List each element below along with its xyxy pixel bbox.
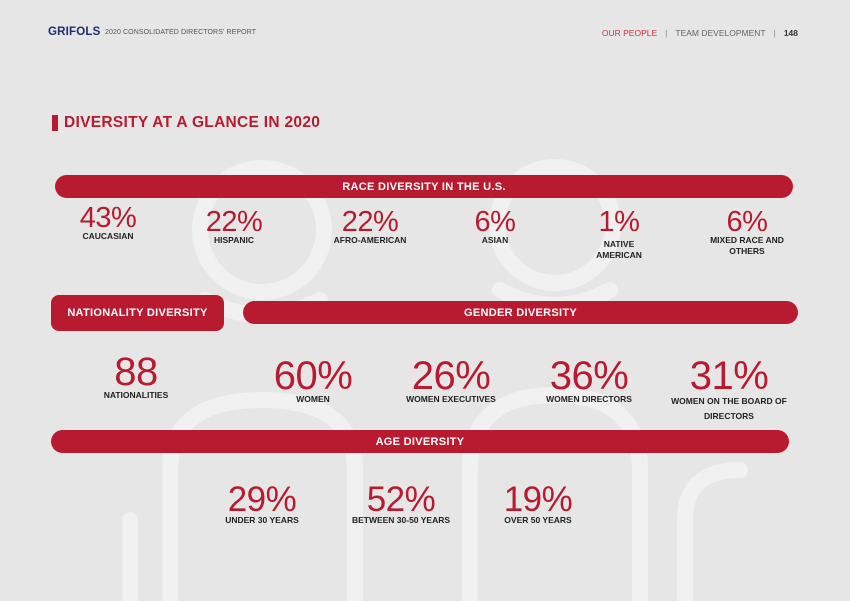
stat-value: 22%: [205, 206, 263, 238]
stat-value: 6%: [474, 206, 516, 238]
stat-women: 60% WOMEN: [258, 356, 368, 405]
stat-value: 26%: [411, 354, 491, 398]
stat-label: NATIVE AMERICAN: [596, 239, 642, 260]
stat-value: 29%: [227, 480, 297, 519]
stat-hispanic: 22% HISPANIC: [194, 208, 274, 246]
report-title: 2020 CONSOLIDATED DIRECTORS' REPORT: [105, 29, 257, 36]
stat-women-directors: 36% WOMEN DIRECTORS: [534, 356, 644, 405]
stat-label: ASIAN: [481, 235, 509, 245]
stat-value: 36%: [549, 354, 629, 398]
stat-value: 88: [114, 350, 158, 394]
stat-women-board: 31% WOMEN ON THE BOARD OF DIRECTORS: [664, 356, 794, 424]
stat-under-30: 29% UNDER 30 YEARS: [212, 482, 312, 526]
stat-women-executives: 26% WOMEN EXECUTIVES: [396, 356, 506, 405]
gender-diversity-heading: GENDER DIVERSITY: [243, 301, 798, 324]
race-diversity-heading: RACE DIVERSITY IN THE U.S.: [55, 175, 793, 198]
stat-native-american: 1% NATIVE AMERICAN: [583, 208, 655, 261]
stat-value: 60%: [273, 354, 353, 398]
stat-value: 6%: [726, 206, 768, 238]
stat-value: 52%: [366, 480, 436, 519]
stat-label: WOMEN EXECUTIVES: [406, 394, 496, 404]
page-title: DIVERSITY AT A GLANCE IN 2020: [52, 114, 320, 132]
breadcrumb-separator: |: [773, 28, 776, 38]
stat-value: 43%: [79, 202, 137, 234]
stat-label: WOMEN ON THE BOARD OF DIRECTORS: [671, 396, 787, 421]
stat-mixed-race: 6% MIXED RACE AND OTHERS: [700, 208, 794, 257]
stat-value: 19%: [503, 480, 573, 519]
stat-afro-american: 22% AFRO-AMERICAN: [322, 208, 418, 246]
page-title-text: DIVERSITY AT A GLANCE IN 2020: [64, 114, 321, 131]
stat-caucasian: 43% CAUCASIAN: [68, 204, 148, 242]
stat-value: 22%: [341, 206, 399, 238]
stat-label: MIXED RACE AND OTHERS: [710, 235, 784, 256]
stat-label: AFRO-AMERICAN: [333, 235, 407, 245]
breadcrumb: OUR PEOPLE | TEAM DEVELOPMENT | 148: [602, 28, 798, 38]
stat-label: OVER 50 YEARS: [504, 515, 572, 525]
page-number: 148: [783, 28, 798, 38]
stat-value: 1%: [598, 206, 640, 238]
stat-label: WOMEN: [296, 394, 330, 404]
breadcrumb-team-development[interactable]: TEAM DEVELOPMENT: [675, 28, 766, 38]
stat-label: CAUCASIAN: [82, 231, 134, 241]
stat-label: WOMEN DIRECTORS: [546, 394, 632, 404]
stat-label: NATIONALITIES: [103, 390, 169, 400]
grifols-logo: GRIFOLS: [48, 26, 101, 38]
stat-value: 31%: [689, 354, 769, 398]
breadcrumb-separator: |: [665, 28, 668, 38]
stat-label: UNDER 30 YEARS: [225, 515, 299, 525]
stat-label: BETWEEN 30-50 YEARS: [351, 515, 451, 525]
age-diversity-heading: AGE DIVERSITY: [51, 430, 789, 453]
stat-asian: 6% ASIAN: [455, 208, 535, 246]
nationality-diversity-heading: NATIONALITY DIVERSITY: [51, 295, 224, 331]
title-marker: [52, 115, 58, 131]
stat-nationalities: 88 NATIONALITIES: [86, 352, 186, 401]
stat-over-50: 19% OVER 50 YEARS: [488, 482, 588, 526]
stat-between-30-50: 52% BETWEEN 30-50 YEARS: [340, 482, 462, 526]
breadcrumb-our-people[interactable]: OUR PEOPLE: [601, 28, 658, 38]
stat-label: HISPANIC: [214, 235, 254, 245]
